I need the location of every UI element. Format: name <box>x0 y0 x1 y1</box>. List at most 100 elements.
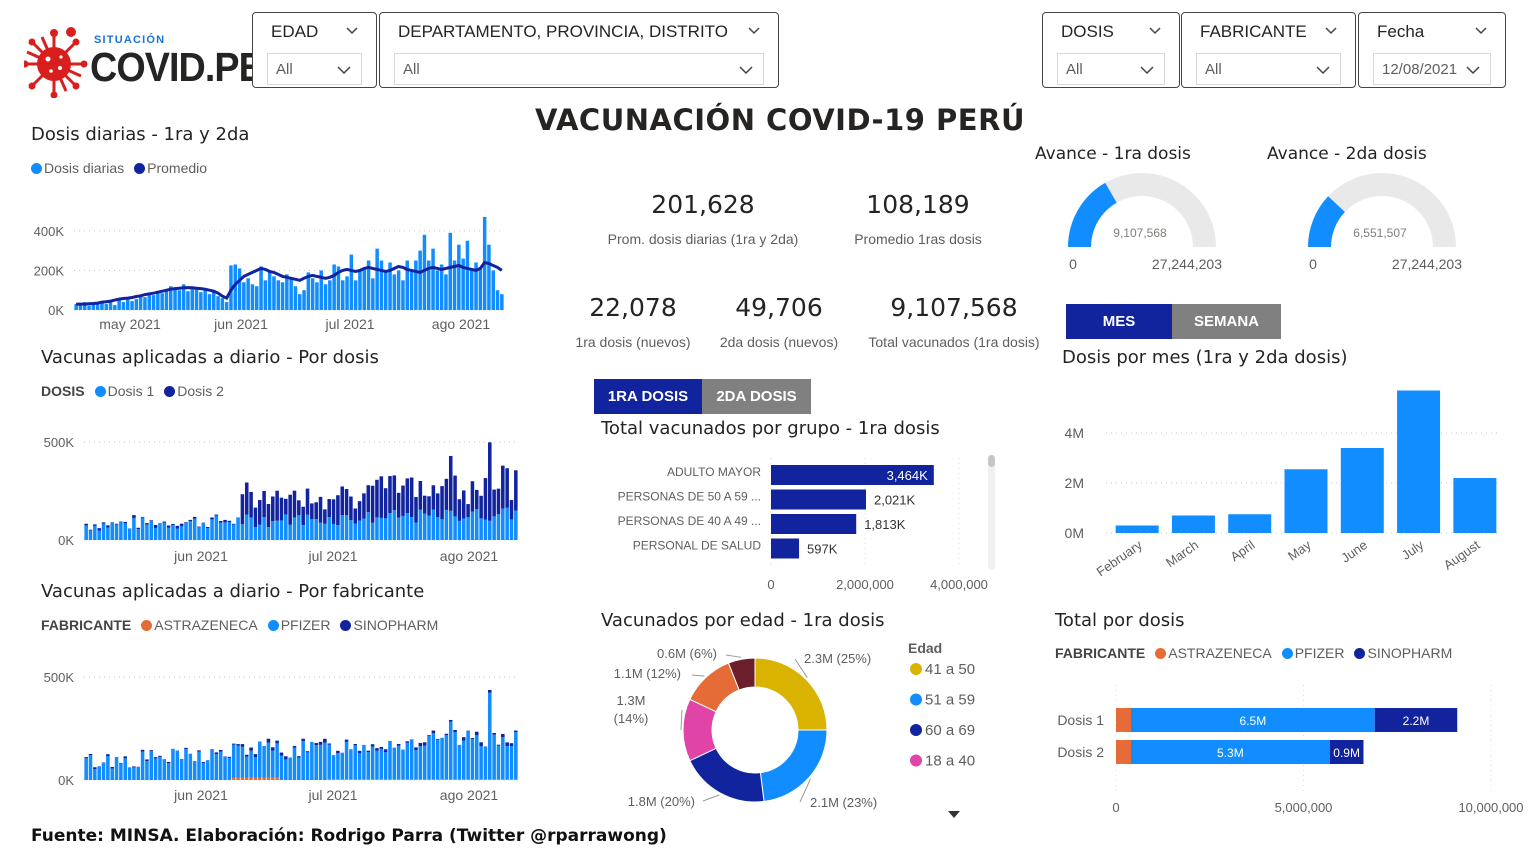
toggle-semana-button[interactable]: SEMANA <box>1172 304 1281 339</box>
bar-dosis-1 <box>362 518 366 540</box>
bar-astrazeneca <box>405 779 410 780</box>
slicer-fabricante-dropdown[interactable]: All <box>1196 53 1341 85</box>
toggle-2da-dosis-button[interactable]: 2DA DOSIS <box>702 379 811 414</box>
slicer-edad-dropdown[interactable]: All <box>267 53 362 85</box>
chevron-down-icon[interactable] <box>739 66 753 74</box>
chevron-down-icon[interactable] <box>1316 66 1330 74</box>
bar-sinopharm <box>227 756 232 758</box>
legend-item[interactable]: ASTRAZENECA <box>141 617 258 633</box>
bar <box>358 270 362 310</box>
x-tick-label: March <box>1163 537 1201 570</box>
legend-item[interactable]: Dosis 2 <box>164 383 224 399</box>
legend-dosis-diarias: Dosis diarias Promedio <box>31 160 213 176</box>
bar-pfizer <box>501 737 505 780</box>
bar-sinopharm <box>318 741 323 745</box>
bar-dosis-1 <box>435 517 440 540</box>
gauge-2da-dosis[interactable]: 6,551,507 0 27,244,203 <box>1280 165 1490 280</box>
gauge-1ra-dosis[interactable]: 9,107,568 0 27,244,203 <box>1040 165 1250 280</box>
bar-dosis-1 <box>275 520 279 540</box>
bar <box>121 302 126 310</box>
chevron-down-icon[interactable] <box>1140 66 1154 74</box>
bar-dosis-1 <box>301 525 305 540</box>
x-tick-label: 0 <box>767 577 774 592</box>
bar <box>771 489 866 510</box>
bar-dosis-2 <box>140 516 145 518</box>
bar-dosis-1 <box>284 514 288 540</box>
toggle-1ra-dosis-button[interactable]: 1RA DOSIS <box>594 379 702 414</box>
legend-item[interactable]: Dosis 1 <box>94 383 154 399</box>
bar-sinopharm <box>201 762 206 764</box>
chevron-down-icon[interactable] <box>748 27 760 35</box>
bar-dosis-1 <box>327 516 331 540</box>
bar <box>130 301 134 310</box>
chevron-down-icon[interactable] <box>1475 27 1487 35</box>
slicer-fecha[interactable]: Fecha 12/08/2021 <box>1358 12 1506 88</box>
bar <box>427 260 431 310</box>
legend-item[interactable]: Dosis diarias <box>31 160 124 176</box>
legend-item[interactable]: SINOPHARM <box>1354 645 1452 661</box>
bar <box>117 300 121 310</box>
legend-item[interactable]: SINOPHARM <box>340 617 438 633</box>
chart-total-por-dosis[interactable]: Dosis 1 6.5M 2.2M Dosis 2 5.3M 0.9M 0 5,000,000… <box>1045 680 1525 820</box>
gauge-value-label: 9,107,568 <box>1113 226 1167 240</box>
bar <box>491 270 495 310</box>
chart-dosis-diarias[interactable]: 400K 200K 0K may 2021 jun 2021 jul 2021 ago 20… <box>28 195 518 335</box>
bar-dosis-1 <box>440 519 444 540</box>
bar-astrazeneca <box>496 779 501 780</box>
category-label: PERSONAS DE 50 A 59 ... <box>618 490 761 504</box>
legend-title: FABRICANTE <box>41 617 132 633</box>
chevron-down-icon[interactable] <box>1466 66 1480 74</box>
bar-dosis-2 <box>362 493 366 519</box>
chevron-down-icon[interactable] <box>346 27 358 35</box>
bar-dosis-1 <box>119 521 123 540</box>
bar-pfizer <box>166 763 171 780</box>
chevron-down-icon[interactable] <box>1149 27 1161 35</box>
x-tick-label: ago 2021 <box>432 316 491 332</box>
bar-astrazeneca <box>483 779 488 780</box>
x-tick-label: ago 2021 <box>440 548 499 564</box>
kpi-total-vacunados-value: 9,107,568 <box>890 293 1018 322</box>
bar-astrazeneca <box>509 779 514 780</box>
legend-label: PFIZER <box>1294 645 1345 661</box>
bar-dosis-2 <box>448 455 453 511</box>
bar-dosis-2 <box>132 515 136 518</box>
bar-sinopharm <box>461 737 466 741</box>
legend-item[interactable]: PFIZER <box>1281 645 1345 661</box>
slicer-departamento[interactable]: DEPARTAMENTO, PROVINCIA, DISTRITO All <box>379 12 779 88</box>
slicer-fecha-dropdown[interactable]: 12/08/2021 <box>1373 53 1491 85</box>
slicer-edad[interactable]: EDAD All <box>252 12 377 88</box>
chart-title-por-fabricante: Vacunas aplicadas a diario - Por fabrica… <box>41 581 425 602</box>
chart-por-grupo[interactable]: ADULTO MAYOR 3,464K PERSONAS DE 50 A 59 ..… <box>590 450 1010 600</box>
bar-astrazeneca <box>470 779 475 780</box>
chevron-down-icon[interactable] <box>337 66 351 74</box>
label-leader <box>680 709 683 731</box>
slicer-departamento-dropdown[interactable]: All <box>394 53 764 85</box>
bar-dosis-1 <box>379 517 384 540</box>
chart-por-mes[interactable]: 4M 2M 0M February March April May June July Augus… <box>1050 375 1510 585</box>
bar <box>173 288 177 310</box>
bar-dosis-2 <box>431 485 436 510</box>
chart-por-edad[interactable]: 2.3M (25%) 2.1M (23%) 1.8M (20%) 1.3M (14%) 1… <box>590 640 1010 825</box>
chart-por-fabricante[interactable]: 500K 0K jun 2021 jul 2021 ago 2021 <box>28 660 523 808</box>
bar-pfizer <box>422 745 427 780</box>
legend-item[interactable]: Promedio <box>134 160 207 176</box>
slicer-dosis[interactable]: DOSIS All <box>1042 12 1180 88</box>
bar <box>414 260 418 310</box>
bar-pfizer <box>253 757 258 778</box>
bar-pfizer <box>331 755 336 780</box>
bar <box>1453 478 1497 533</box>
legend-item[interactable]: ASTRAZENECA <box>1155 645 1272 661</box>
bar-pfizer <box>158 756 162 780</box>
chart-por-dosis[interactable]: 500K 0K jun 2021 jul 2021 ago 2021 <box>28 425 523 570</box>
legend-item[interactable]: PFIZER <box>267 617 330 633</box>
footer-source: Fuente: MINSA. Elaboración: Rodrigo Parr… <box>31 826 667 846</box>
slicer-fabricante[interactable]: FABRICANTE All <box>1181 12 1356 88</box>
bar <box>409 270 414 310</box>
bar-astrazeneca <box>340 779 344 780</box>
chevron-down-icon[interactable] <box>1325 27 1337 35</box>
bar-astrazeneca <box>331 779 336 780</box>
donut-slice <box>689 747 765 803</box>
bar-pfizer <box>453 732 457 780</box>
toggle-mes-button[interactable]: MES <box>1066 304 1172 339</box>
slicer-dosis-dropdown[interactable]: All <box>1057 53 1165 85</box>
